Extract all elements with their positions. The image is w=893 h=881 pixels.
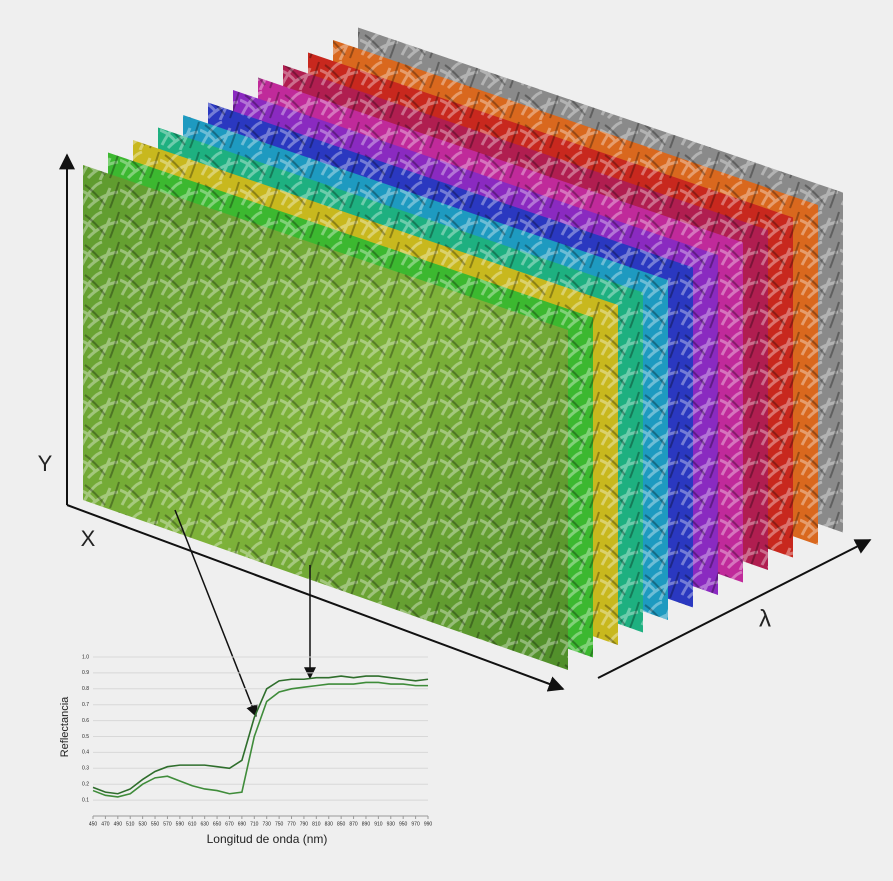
x-tick-label: 930: [387, 821, 396, 827]
x-tick-label: 710: [250, 821, 259, 827]
x-tick-label: 570: [163, 821, 172, 827]
y-axis-label: Y: [38, 451, 53, 476]
x-tick-label: 830: [325, 821, 334, 827]
x-tick-label: 690: [238, 821, 247, 827]
x-tick-label: 990: [424, 821, 433, 827]
y-tick-label: 0.1: [82, 797, 89, 803]
reflectance-line: [93, 676, 428, 794]
y-tick-label: 0.7: [82, 702, 89, 708]
y-tick-label: 0.8: [82, 686, 89, 692]
x-tick-label: 630: [200, 821, 209, 827]
x-tick-label: 950: [399, 821, 408, 827]
x-tick-label: 610: [188, 821, 197, 827]
x-tick-label: 450: [89, 821, 98, 827]
x-tick-label: 730: [263, 821, 272, 827]
x-tick-label: 770: [287, 821, 296, 827]
y-tick-label: 0.6: [82, 718, 89, 724]
x-tick-label: 550: [151, 821, 160, 827]
x-tick-label: 970: [411, 821, 420, 827]
x-tick-label: 510: [126, 821, 135, 827]
x-tick-label: 790: [300, 821, 309, 827]
x-tick-label: 650: [213, 821, 222, 827]
x-axis-label: X: [81, 526, 96, 551]
page: Y X λ Reflectancia Longitud de onda (nm)…: [0, 0, 893, 881]
x-tick-label: 470: [101, 821, 110, 827]
spectral-layers: [83, 28, 843, 671]
reflectance-chart: Reflectancia Longitud de onda (nm) 0.1 0.…: [59, 654, 432, 846]
x-tick-label: 910: [374, 821, 383, 827]
x-tick-label: 670: [225, 821, 234, 827]
chart-y-label: Reflectancia: [59, 696, 71, 757]
lambda-axis-label: λ: [759, 605, 771, 632]
x-tick-label: 810: [312, 821, 321, 827]
y-tick-label: 0.2: [82, 782, 89, 788]
x-tick-label: 490: [114, 821, 123, 827]
x-tick-label: 850: [337, 821, 346, 827]
y-tick-label: 0.9: [82, 670, 89, 676]
y-tick-label: 1.0: [82, 654, 89, 660]
x-tick-label: 530: [138, 821, 147, 827]
x-tick-label: 870: [349, 821, 358, 827]
x-tick-label: 890: [362, 821, 371, 827]
y-tick-label: 0.3: [82, 766, 89, 772]
x-tick-label: 590: [176, 821, 185, 827]
y-tick-label: 0.5: [82, 734, 89, 740]
diagram: Y X λ Reflectancia Longitud de onda (nm)…: [0, 0, 893, 881]
chart-x-label: Longitud de onda (nm): [207, 832, 328, 846]
x-tick-label: 750: [275, 821, 284, 827]
y-tick-label: 0.4: [82, 750, 89, 756]
